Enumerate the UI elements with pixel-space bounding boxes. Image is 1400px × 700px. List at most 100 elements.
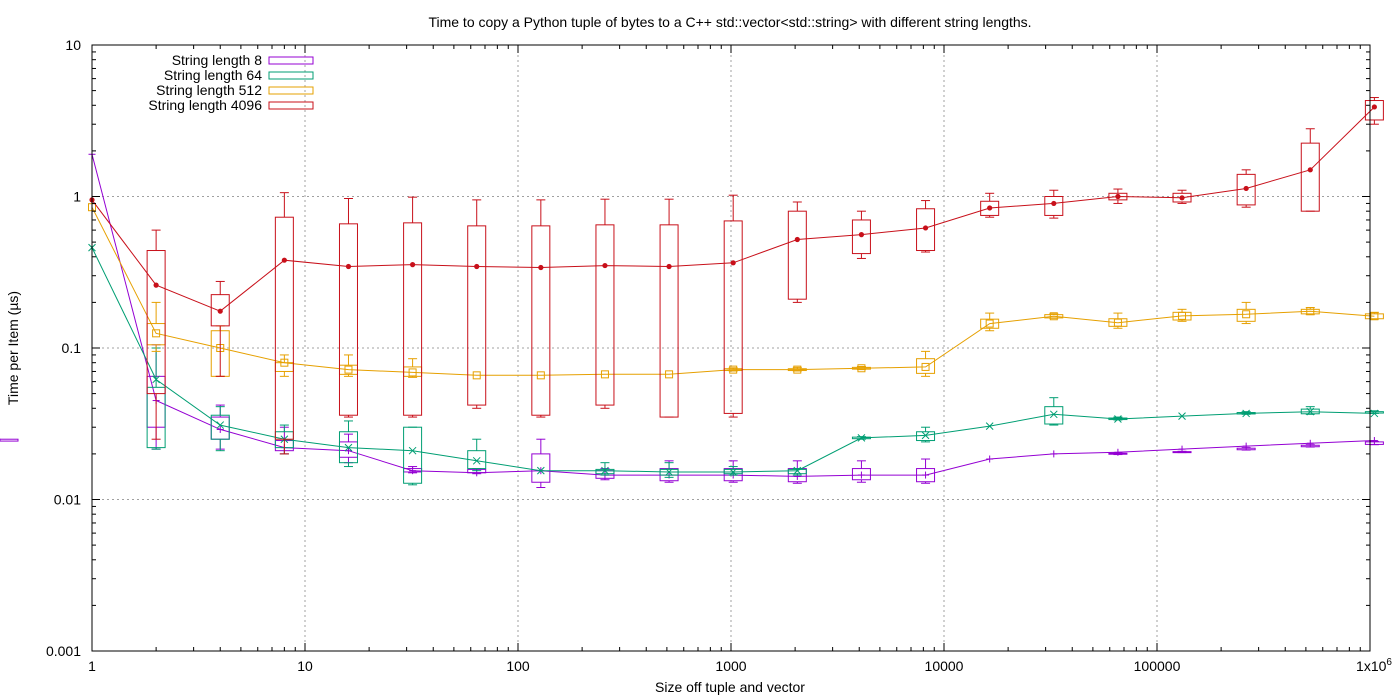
data-point <box>474 263 480 270</box>
data-point <box>921 431 930 440</box>
data-point <box>1051 200 1057 207</box>
legend-item: String length 512 <box>156 82 314 98</box>
box <box>146 250 166 395</box>
box-plot <box>1300 128 1320 212</box>
box-plot <box>980 192 1000 218</box>
box <box>595 224 615 406</box>
data-point <box>602 262 608 269</box>
y-tick-label: 0.001 <box>46 643 81 659</box>
x-tick-label: 1x106 <box>1356 657 1392 674</box>
axis-ticks: 1 10 100 1000 10000 100000 1x106 0.001 0.01 0.1 1 1… <box>46 37 1392 674</box>
box <box>338 223 358 416</box>
box <box>274 216 294 440</box>
legend-label: String length 8 <box>172 52 262 68</box>
x-tick-label: 1 <box>88 658 96 674</box>
box-plot <box>916 350 936 377</box>
data-point <box>536 371 545 380</box>
data-point <box>665 370 674 379</box>
box <box>1300 142 1320 212</box>
data-point <box>1115 193 1121 200</box>
data-point <box>344 365 353 374</box>
y-axis-label: Time per Item (µs) <box>5 291 21 405</box>
data-point <box>408 368 417 377</box>
data-point <box>793 466 802 475</box>
data-point <box>216 421 225 429</box>
legend-item: String length 4096 <box>148 97 314 113</box>
data-point <box>1370 409 1379 418</box>
data-point <box>1113 318 1122 327</box>
data-point <box>217 308 223 314</box>
box <box>1364 313 1384 320</box>
data-point <box>600 370 609 379</box>
data-point <box>1049 312 1058 321</box>
legend-swatch <box>268 71 314 80</box>
series-layer <box>0 97 1384 489</box>
data-point <box>1114 415 1122 423</box>
data-point <box>666 263 672 270</box>
x-tick-label: 10 <box>297 658 313 674</box>
x-tick-label: 100000 <box>1134 658 1181 674</box>
box <box>403 222 423 416</box>
data-point <box>409 262 416 268</box>
box <box>659 224 679 418</box>
legend-label: String length 512 <box>156 82 262 98</box>
x-tick-label: 1000 <box>715 658 746 674</box>
data-point <box>538 264 544 271</box>
data-point <box>793 365 802 374</box>
data-point <box>601 466 609 475</box>
data-point <box>858 232 865 238</box>
data-point <box>1306 307 1315 316</box>
series-2 <box>88 243 1384 486</box>
data-point <box>408 446 417 455</box>
box-plot <box>146 229 166 440</box>
box <box>467 225 487 406</box>
box-plot <box>146 347 166 450</box>
y-tick-label: 0.1 <box>62 340 82 356</box>
data-point <box>345 263 352 270</box>
legend-label: String length 4096 <box>148 97 262 113</box>
x-axis-label: Size off tuple and vector <box>655 679 805 695</box>
legend-item: String length 64 <box>164 67 314 83</box>
legend-swatch <box>268 101 314 110</box>
box-plot <box>723 194 743 418</box>
box-plot <box>916 200 936 253</box>
series-4 <box>89 97 1384 455</box>
data-point <box>730 260 736 266</box>
box-plot <box>338 420 358 468</box>
data-point <box>472 456 481 465</box>
data-point <box>857 364 866 373</box>
x-tick-label: 100 <box>506 658 530 674</box>
box <box>531 453 551 483</box>
box <box>916 208 936 252</box>
y-tick-label: 1 <box>73 189 81 205</box>
box <box>1236 308 1256 322</box>
data-point <box>1179 195 1185 201</box>
series-line <box>91 206 1375 376</box>
box-plot <box>595 462 615 476</box>
data-point <box>794 236 800 243</box>
box-plot <box>0 438 19 442</box>
data-point <box>472 371 481 380</box>
box-plot <box>787 468 807 476</box>
box <box>787 468 807 475</box>
data-point <box>344 443 353 452</box>
data-point <box>1243 185 1249 192</box>
data-point <box>729 468 738 476</box>
box-plot <box>659 198 679 418</box>
box-plot <box>787 201 807 303</box>
box <box>595 468 615 475</box>
box <box>916 358 936 374</box>
box <box>980 200 1000 216</box>
box-plot <box>403 196 423 418</box>
data-point <box>921 362 930 371</box>
data-point <box>536 466 545 475</box>
data-point <box>152 375 160 384</box>
box <box>851 468 871 481</box>
data-point <box>281 257 287 263</box>
box <box>851 219 871 255</box>
box <box>210 294 230 327</box>
data-point <box>152 329 161 338</box>
legend-swatch <box>268 86 314 95</box>
